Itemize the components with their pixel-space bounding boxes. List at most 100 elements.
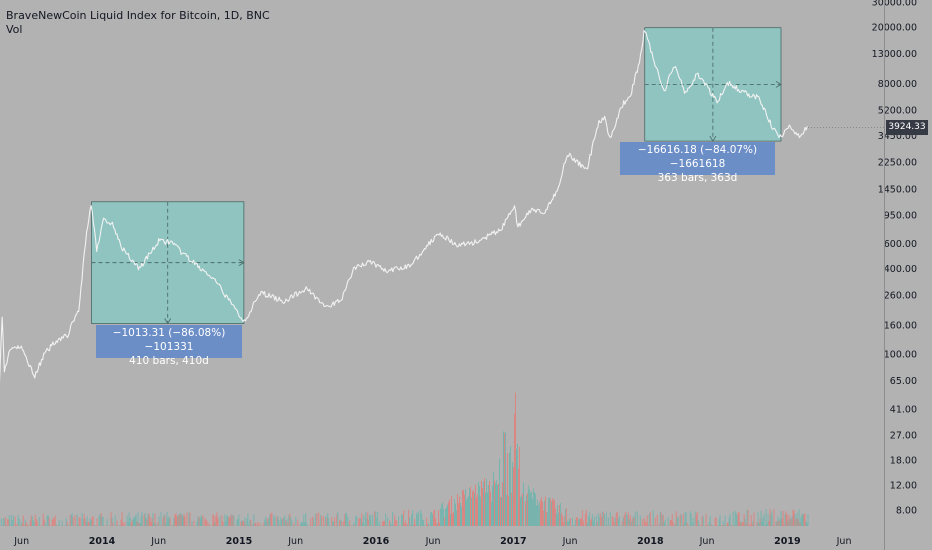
time-axis[interactable]: Jun 2014 Jun 2015 Jun 2016 Jun 2017 Jun 2018 Jun 20… xyxy=(13,536,851,547)
volume-bar xyxy=(42,513,44,526)
volume-bar xyxy=(304,522,306,526)
volume-bar xyxy=(102,517,104,526)
volume-bar xyxy=(558,505,560,526)
price-axis[interactable]: 30000.00 20000.00 13000.00 8000.00 5200.00 34… xyxy=(872,0,917,516)
volume-bar xyxy=(490,502,492,526)
y-tick-label: 27.00 xyxy=(890,430,917,441)
volume-bar xyxy=(213,515,215,526)
volume-bar xyxy=(413,524,415,526)
volume-bar xyxy=(26,524,28,526)
volume-bar xyxy=(791,516,793,526)
volume-bar xyxy=(519,497,521,526)
volume-bar xyxy=(271,512,273,526)
volume-bar xyxy=(515,448,517,526)
volume-bar xyxy=(628,518,630,526)
volume-bar xyxy=(450,514,452,526)
volume-bar xyxy=(340,519,342,526)
volume-bar xyxy=(506,453,508,526)
y-tick-label: 13000.00 xyxy=(872,49,917,60)
volume-bar xyxy=(290,517,292,526)
volume-bar xyxy=(151,518,153,526)
volume-bar xyxy=(794,514,796,526)
volume-bar xyxy=(775,521,777,526)
volume-bar xyxy=(224,514,226,526)
volume-bar xyxy=(355,515,357,526)
volume-bar xyxy=(532,488,534,526)
volume-bar xyxy=(310,518,312,526)
volume-bar xyxy=(626,515,628,526)
volume-bar xyxy=(520,495,522,526)
volume-bar xyxy=(27,525,29,526)
volume-bar xyxy=(758,522,760,526)
volume-bar xyxy=(497,483,499,526)
volume-bar xyxy=(337,511,339,526)
volume-bar xyxy=(70,514,72,526)
volume-bar xyxy=(533,492,535,526)
volume-bar xyxy=(437,523,439,526)
volume-bar xyxy=(446,507,448,526)
volume-bar xyxy=(0,518,2,526)
volume-bar xyxy=(454,499,456,526)
volume-bar xyxy=(127,521,129,526)
volume-bar xyxy=(772,524,774,526)
volume-bar xyxy=(217,518,219,526)
volume-bar xyxy=(469,488,471,526)
volume-bar xyxy=(722,521,724,526)
volume-bar xyxy=(524,501,526,526)
volume-bar xyxy=(782,510,784,526)
volume-bar xyxy=(745,523,747,526)
volume-bar xyxy=(61,520,63,526)
volume-bar xyxy=(131,520,133,526)
volume-bar xyxy=(498,458,500,526)
volume-bar xyxy=(573,525,575,526)
symbol-title[interactable]: BraveNewCoin Liquid Index for Bitcoin, 1… xyxy=(6,9,270,22)
volume-bar xyxy=(748,524,750,526)
volume-indicator-label[interactable]: Vol xyxy=(6,23,23,36)
volume-bar xyxy=(312,516,314,526)
volume-bar xyxy=(627,512,629,526)
volume-bar xyxy=(99,513,101,526)
volume-bar xyxy=(709,515,711,526)
volume-bar xyxy=(474,493,476,526)
volume-bar xyxy=(149,516,151,526)
volume-bar xyxy=(20,521,22,526)
volume-bar xyxy=(163,514,165,526)
volume-bar xyxy=(740,521,742,526)
volume-bar xyxy=(53,518,55,526)
volume-bar xyxy=(332,521,334,526)
volume-bar xyxy=(796,512,798,526)
volume-bar xyxy=(440,508,442,526)
volume-bar xyxy=(74,514,76,526)
volume-bar xyxy=(7,519,9,526)
volume-bar xyxy=(684,511,686,526)
volume-bar xyxy=(257,521,259,526)
volume-bar xyxy=(622,517,624,526)
y-tick-label: 100.00 xyxy=(884,350,917,361)
volume-bar xyxy=(376,518,378,526)
volume-bar xyxy=(513,413,515,526)
volume-bar xyxy=(21,524,23,526)
volume-bar xyxy=(749,525,751,526)
volume-bar xyxy=(549,499,551,526)
volume-bar xyxy=(521,493,523,526)
volume-bar xyxy=(467,497,469,526)
volume-bar xyxy=(286,519,288,526)
volume-bar xyxy=(361,513,363,526)
volume-bar xyxy=(372,514,374,526)
y-tick-label: 18.00 xyxy=(890,455,917,466)
volume-bar xyxy=(114,515,116,526)
volume-bar xyxy=(241,520,243,526)
volume-bar xyxy=(36,520,38,526)
volume-bar xyxy=(806,523,808,526)
volume-bar xyxy=(471,497,473,526)
y-tick-label: 950.00 xyxy=(884,211,917,222)
volume-bar xyxy=(574,519,576,526)
price-scale-panel[interactable] xyxy=(884,0,932,550)
volume-bar xyxy=(160,512,162,526)
volume-bar xyxy=(200,515,202,526)
volume-bar xyxy=(414,518,416,526)
volume-bar xyxy=(33,522,35,526)
volume-bar xyxy=(379,521,381,526)
volume-bar xyxy=(31,516,33,526)
